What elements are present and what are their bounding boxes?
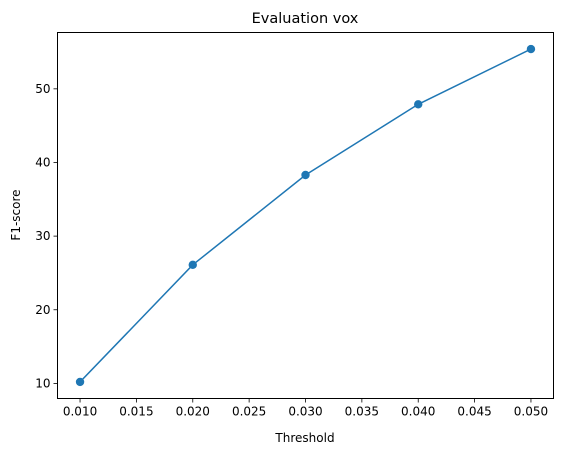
data-point xyxy=(414,100,423,109)
data-point xyxy=(188,260,197,270)
x-tick-label: 0.040 xyxy=(401,405,435,419)
y-tick-label: 30 xyxy=(35,229,50,243)
y-axis-ticks: 10 20 30 40 50 xyxy=(35,82,58,390)
series-layer xyxy=(75,44,536,387)
x-tick-label: 0.050 xyxy=(514,405,548,419)
x-tick-label: 0.045 xyxy=(457,405,491,419)
data-point xyxy=(75,377,85,387)
y-axis-label: F1-score xyxy=(9,189,23,240)
x-tick-label: 0.035 xyxy=(345,405,379,419)
x-axis-ticks: 0.010 0.015 0.020 0.025 0.030 0.035 0.040 0.045… xyxy=(63,398,548,419)
data-point xyxy=(526,44,536,54)
y-tick-label: 20 xyxy=(35,303,50,317)
y-tick-label: 50 xyxy=(35,82,50,96)
data-point xyxy=(301,170,310,180)
plot-area: 0.010 0.015 0.020 0.025 0.030 0.035 0.040 0.045… xyxy=(35,32,554,419)
x-tick-label: 0.030 xyxy=(288,405,322,419)
y-tick-label: 40 xyxy=(35,155,50,169)
y-tick-label: 10 xyxy=(35,376,50,390)
x-tick-label: 0.020 xyxy=(176,405,210,419)
x-tick-label: 0.010 xyxy=(63,405,97,419)
x-tick-label: 0.015 xyxy=(119,405,153,419)
x-tick-label: 0.025 xyxy=(232,405,266,419)
chart-title: Evaluation vox xyxy=(252,11,359,27)
x-axis-label: Threshold xyxy=(274,431,334,445)
